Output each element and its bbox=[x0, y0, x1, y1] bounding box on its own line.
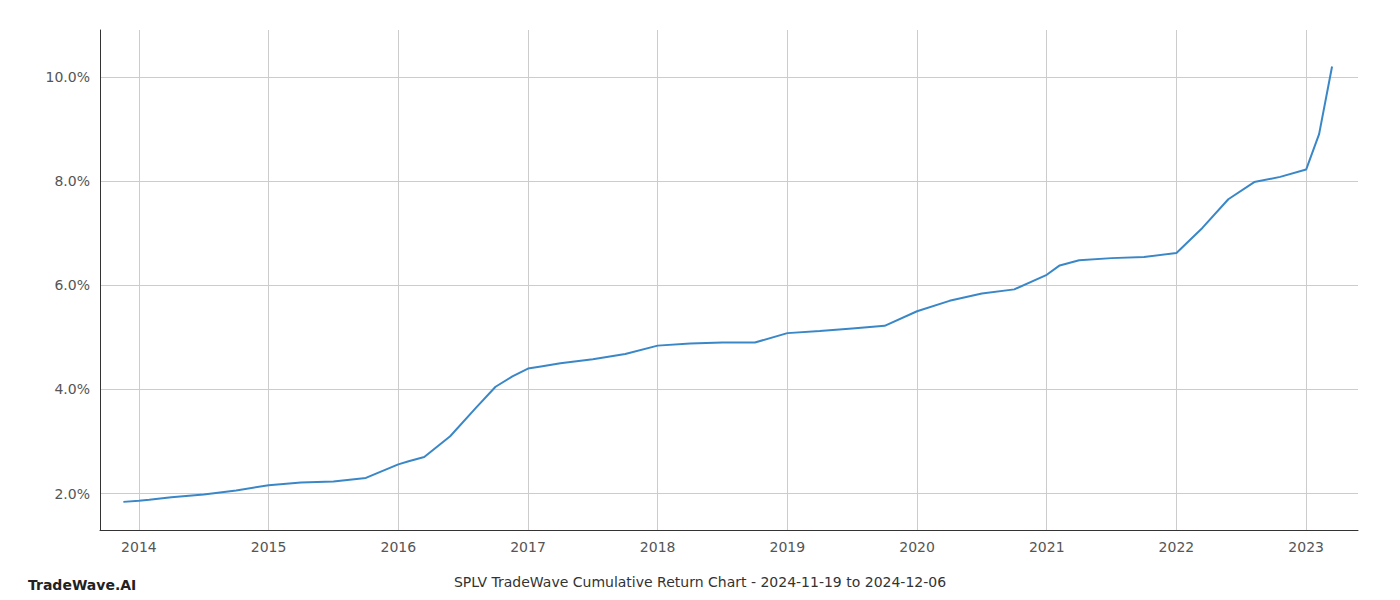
svg-text:2015: 2015 bbox=[251, 539, 287, 555]
svg-text:2021: 2021 bbox=[1029, 539, 1065, 555]
svg-text:2016: 2016 bbox=[380, 539, 416, 555]
svg-text:4.0%: 4.0% bbox=[54, 381, 90, 397]
svg-text:2014: 2014 bbox=[121, 539, 157, 555]
svg-text:2017: 2017 bbox=[510, 539, 546, 555]
svg-text:2022: 2022 bbox=[1159, 539, 1195, 555]
svg-text:TradeWave.AI: TradeWave.AI bbox=[28, 577, 136, 593]
svg-text:6.0%: 6.0% bbox=[54, 277, 90, 293]
svg-text:10.0%: 10.0% bbox=[46, 69, 90, 85]
svg-text:SPLV TradeWave Cumulative Retu: SPLV TradeWave Cumulative Return Chart -… bbox=[454, 574, 946, 590]
svg-text:2023: 2023 bbox=[1288, 539, 1324, 555]
svg-text:2.0%: 2.0% bbox=[54, 486, 90, 502]
svg-text:8.0%: 8.0% bbox=[54, 173, 90, 189]
svg-text:2019: 2019 bbox=[770, 539, 806, 555]
svg-text:2020: 2020 bbox=[899, 539, 935, 555]
svg-text:2018: 2018 bbox=[640, 539, 676, 555]
